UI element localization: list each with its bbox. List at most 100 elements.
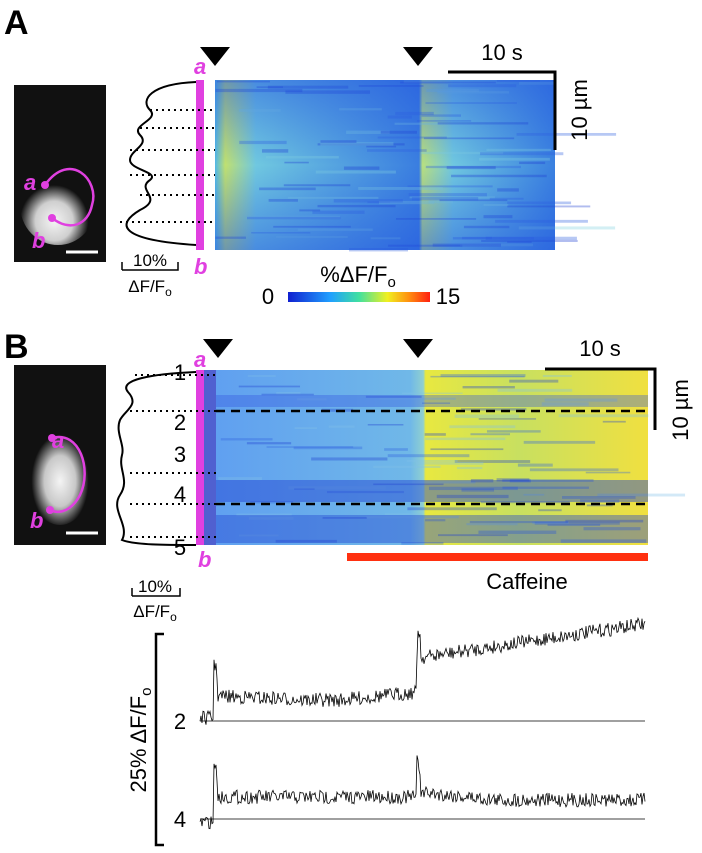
streak: [276, 391, 301, 395]
linescan-edge: [204, 370, 216, 545]
roi-bar: [196, 370, 204, 545]
band: [216, 395, 648, 407]
streak: [449, 425, 516, 429]
roi-point: [48, 214, 56, 222]
streak: [250, 501, 294, 504]
streak: [517, 463, 553, 467]
streak: [266, 446, 354, 448]
roi-line: [43, 167, 95, 227]
roi-start: a: [24, 170, 36, 195]
streak: [565, 519, 644, 523]
streak: [538, 509, 562, 512]
streak: [218, 477, 262, 481]
streak: [236, 513, 292, 517]
streak: [384, 448, 408, 451]
profile-unit: ΔF/Fo: [133, 602, 177, 624]
streak: [462, 385, 515, 389]
linescan: [216, 370, 648, 545]
streak: [502, 479, 594, 482]
region-lines: [216, 409, 648, 506]
streak: [561, 495, 636, 499]
streak: [246, 442, 292, 445]
title-sub: o: [387, 274, 395, 291]
streak: [523, 493, 545, 496]
profile-scale-bar: [131, 588, 181, 597]
unit-main: ΔF/F: [133, 602, 170, 621]
streak: [456, 466, 483, 470]
streak: [415, 461, 484, 465]
streak: [379, 397, 456, 400]
time-scale: 10 s: [579, 336, 621, 361]
streak: [425, 519, 446, 522]
streak: [478, 530, 557, 534]
roi-bar: [196, 80, 204, 250]
streak: [293, 446, 363, 450]
streak: [373, 483, 444, 486]
linescan-shade: [215, 80, 555, 250]
profile-scale: 10%: [133, 251, 167, 270]
panel-label: A: [4, 4, 29, 42]
streak: [424, 433, 446, 436]
streak: [470, 433, 511, 436]
streak: [516, 132, 617, 136]
streak: [387, 454, 470, 458]
streak: [430, 448, 504, 451]
streak: [402, 392, 463, 395]
streak: [478, 418, 537, 420]
streak: [322, 517, 367, 519]
streak: [288, 486, 386, 490]
roi-start: a: [194, 347, 206, 372]
streak: [438, 534, 508, 537]
streak: [422, 402, 451, 404]
streak: [373, 465, 441, 468]
region-label: 5: [174, 535, 186, 560]
roi-start: a: [194, 54, 206, 79]
trace: [199, 616, 646, 725]
roi-start: a: [52, 428, 64, 453]
title-main: %ΔF/F: [320, 262, 387, 287]
streak: [469, 520, 568, 524]
cell-body: [26, 415, 94, 525]
streak: [480, 501, 570, 504]
streak: [547, 523, 601, 527]
streak: [466, 523, 518, 526]
streak: [496, 478, 530, 482]
streak: [428, 486, 518, 491]
profile-scale: 10%: [138, 577, 172, 596]
profile-curve: [125, 81, 197, 246]
roi-line: [49, 435, 86, 514]
streak: [541, 402, 589, 406]
streak: [294, 427, 318, 430]
streak: [518, 226, 616, 230]
streak: [401, 542, 444, 545]
streak: [502, 486, 589, 489]
streak: [558, 414, 649, 418]
streak: [275, 539, 337, 543]
region-label: 2: [174, 410, 186, 435]
scale-main: 25% ΔF/F: [126, 696, 151, 793]
streak: [294, 488, 315, 490]
scale-bars: [545, 367, 657, 430]
colorbar-title: %ΔF/Fo: [320, 262, 396, 291]
streak: [509, 379, 559, 383]
stimulus-marker: [403, 47, 433, 66]
streak: [470, 479, 494, 483]
streak: [384, 513, 422, 515]
streak: [440, 374, 526, 377]
streak: [366, 516, 459, 519]
streak: [247, 375, 276, 377]
trace-label: 4: [174, 807, 186, 832]
region-label: 3: [174, 442, 186, 467]
trace-label: 2: [174, 709, 186, 734]
unit-sub: o: [165, 285, 172, 299]
streak: [523, 440, 596, 444]
drug-label: Caffeine: [486, 569, 568, 594]
roi-point: [48, 434, 56, 442]
band: [216, 515, 648, 543]
profile-curve: [116, 371, 197, 546]
region-label: 4: [174, 482, 186, 507]
linescan-texture: [216, 374, 686, 545]
streak: [585, 471, 631, 474]
streak: [261, 393, 314, 396]
